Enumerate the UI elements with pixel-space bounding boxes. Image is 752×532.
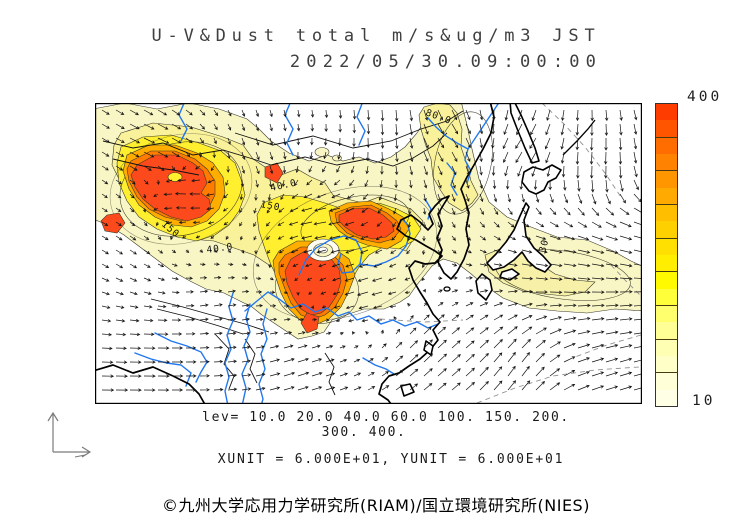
colorbar-segment	[656, 373, 677, 390]
colorbar-segment	[656, 204, 677, 222]
contour-label: 30	[537, 238, 551, 254]
map-frame	[94, 102, 643, 405]
colorbar	[655, 103, 678, 407]
colorbar-segment	[656, 238, 677, 255]
colorbar-segment	[656, 339, 677, 356]
contour-label: 150	[259, 199, 281, 213]
plot-title: U-V&Dust total m/s&ug/m3 JST	[151, 26, 601, 46]
contour-label: 40.0	[269, 178, 298, 194]
plot-datetime: 2022/05/30.09:00:00	[289, 52, 603, 72]
contour-levels-line2: 300. 400.	[321, 425, 407, 440]
wind-vector-layer	[101, 109, 642, 392]
colorbar-segment	[656, 254, 677, 273]
colorbar-segment	[656, 187, 677, 205]
colorbar-segment	[656, 305, 677, 323]
colorbar-max-label: 400	[687, 89, 723, 105]
colorbar-segment	[656, 120, 677, 138]
colorbar-segment	[656, 389, 677, 406]
colorbar-segment	[656, 221, 677, 239]
contour-label: 40.0	[206, 241, 234, 256]
colorbar-segment	[656, 171, 677, 188]
vector-units-label: XUNIT = 6.000E+01, YUNIT = 6.000E+01	[217, 452, 565, 467]
colorbar-segment	[656, 153, 677, 172]
wind-arrows	[101, 109, 642, 392]
graticule-layer	[379, 103, 642, 404]
credit-line: ©九州大学応用力学研究所(RIAM)/国立環境研究所(NIES)	[162, 496, 590, 515]
colorbar-min-label: 10	[692, 393, 716, 409]
contour-levels-line1: lev= 10.0 20.0 40.0 60.0 100. 150. 200.	[202, 410, 570, 425]
dust-fill-layer	[95, 103, 642, 340]
axes-orientation-icon	[47, 411, 92, 458]
colorbar-segment	[656, 322, 677, 340]
colorbar-segment	[656, 137, 677, 154]
coastline-layer	[95, 103, 596, 404]
colorbar-segment	[656, 104, 677, 121]
border-layer	[102, 110, 464, 396]
colorbar-segment	[656, 288, 677, 306]
colorbar-segment	[656, 272, 677, 289]
map-plot-area: 150 40.0 40.0 150 80.0 30	[94, 102, 643, 405]
colorbar-segment	[656, 355, 677, 374]
